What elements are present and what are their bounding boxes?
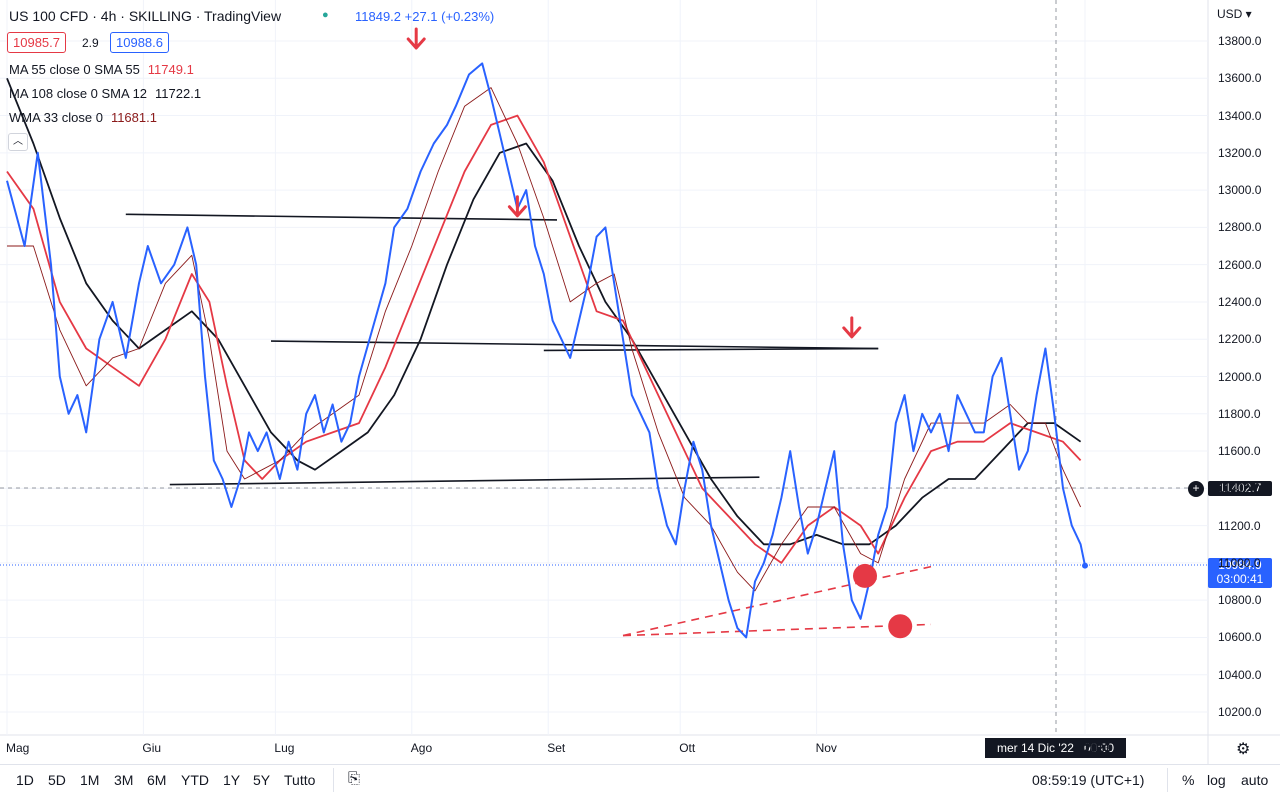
quote-change: 11849.2 +27.1 (+0.23%)	[355, 9, 495, 24]
tf-all[interactable]: Tutto	[284, 772, 316, 788]
y-tick-label: 12400.0	[1218, 294, 1262, 309]
y-tick-label: 13800.0	[1218, 34, 1262, 48]
add-alert-icon[interactable]: +	[1188, 481, 1204, 497]
x-tick-label: 2023	[1084, 741, 1111, 755]
auto-toggle[interactable]: auto	[1241, 772, 1269, 788]
down-arrow-icon[interactable]	[842, 316, 862, 339]
y-tick-label: 10200.0	[1218, 705, 1262, 719]
y-tick-label: 11600.0	[1218, 444, 1261, 459]
y-tick-label: 11000.0	[1218, 555, 1261, 570]
annotation-markers	[406, 27, 913, 639]
grid	[0, 0, 1280, 764]
y-tick-label: 12000.0	[1218, 369, 1262, 384]
tf-ytd[interactable]: YTD	[181, 772, 209, 788]
y-tick-label: 11200.0	[1218, 518, 1261, 533]
x-tick-label: Ago	[410, 741, 433, 755]
indicator-ma108[interactable]: MA 108 close 0 SMA 12 11722.1	[9, 86, 201, 101]
x-tick-label: Mag	[6, 741, 30, 755]
toolbar-divider	[1167, 768, 1168, 792]
y-tick-label: 12800.0	[1218, 220, 1262, 235]
buy-price-button[interactable]: 10988.6	[110, 32, 169, 53]
indicator-value: 11681.1	[110, 110, 157, 125]
tf-3m[interactable]: 3M	[114, 772, 134, 788]
sell-price-button[interactable]: 10985.7	[7, 32, 66, 53]
series-price-line	[6, 62, 1086, 639]
market-open-dot-icon: ●	[322, 9, 329, 21]
dashed-trendline[interactable]	[622, 623, 932, 637]
last-price-value: 10984.9	[1218, 558, 1262, 572]
tf-6m[interactable]: 6M	[147, 772, 167, 788]
down-arrow-icon[interactable]	[507, 195, 527, 218]
y-tick-label: 10600.0	[1218, 630, 1262, 645]
series-ma108-line	[6, 77, 1082, 546]
date-range-icon[interactable]: ⎘	[348, 770, 361, 787]
y-tick-label: 13200.0	[1218, 145, 1262, 160]
x-tick-label: Set	[547, 741, 566, 755]
target-marker[interactable]	[888, 614, 913, 639]
tf-5d[interactable]: 5D	[48, 772, 66, 788]
y-tick-label: 13000.0	[1218, 183, 1262, 198]
indicator-label: WMA 33 close 0	[9, 110, 103, 125]
y-tick-label: 13600.0	[1218, 71, 1262, 86]
horizontal-level-line[interactable]	[270, 340, 879, 350]
percent-toggle[interactable]: %	[1182, 772, 1195, 788]
tf-1y[interactable]: 1Y	[223, 772, 241, 788]
y-tick-label: 12600.0	[1218, 257, 1262, 272]
clock[interactable]: 08:59:19 (UTC+1)	[1032, 772, 1145, 788]
horizontal-level-line[interactable]	[543, 347, 879, 352]
y-tick-label: 11400.0	[1218, 481, 1261, 496]
indicator-value: 11722.1	[155, 86, 202, 101]
indicator-ma55[interactable]: MA 55 close 0 SMA 55 11749.1	[9, 62, 194, 77]
horizontal-level-line[interactable]	[125, 213, 558, 221]
crosshair-price-label: 11402.7	[1208, 481, 1272, 496]
currency-select[interactable]: USD ▾	[1217, 7, 1252, 21]
series-wma-line	[7, 87, 1082, 592]
x-tick-label: Nov	[815, 741, 837, 755]
tf-1d[interactable]: 1D	[16, 772, 34, 788]
dashed-trendline[interactable]	[622, 565, 932, 637]
indicator-label: MA 108 close 0 SMA 12	[9, 86, 148, 101]
x-tick-label: Lug	[274, 741, 295, 755]
spread-value: 2.9	[82, 36, 99, 50]
collapse-legend-icon[interactable]: ︿	[8, 133, 28, 151]
last-price-tag: 10984.9 03:00:41	[1208, 558, 1272, 588]
down-arrow-icon[interactable]	[406, 27, 426, 50]
indicator-label: MA 55 close 0 SMA 55	[9, 62, 140, 77]
settings-gear-icon[interactable]: ⚙	[1236, 741, 1251, 758]
target-marker[interactable]	[853, 563, 877, 588]
bar-countdown: 03:00:41	[1216, 572, 1264, 586]
x-tick-label: Giu	[142, 741, 162, 755]
chart-title: US 100 CFD · 4h · SKILLING · TradingView	[9, 8, 282, 24]
tf-5y[interactable]: 5Y	[253, 772, 271, 788]
y-tick-label: 11800.0	[1218, 406, 1261, 421]
toolbar-divider	[333, 768, 334, 792]
last-price-dot	[1082, 562, 1088, 569]
indicator-value: 11749.1	[147, 62, 194, 77]
indicator-wma33[interactable]: WMA 33 close 0 11681.1	[9, 110, 157, 125]
annotation-lines	[125, 213, 932, 637]
y-tick-label: 10400.0	[1218, 667, 1262, 682]
y-tick-label: 12200.0	[1218, 332, 1262, 347]
series-lines	[6, 62, 1088, 639]
crosshair-date-label: mer 14 Dic '22 00:00	[985, 738, 1126, 758]
horizontal-level-line[interactable]	[169, 476, 760, 486]
series-ma55-line	[6, 114, 1082, 564]
y-tick-label: 13400.0	[1218, 108, 1262, 123]
tf-1m[interactable]: 1M	[80, 772, 100, 788]
x-tick-label: Ott	[679, 741, 696, 755]
log-toggle[interactable]: log	[1207, 772, 1226, 788]
y-tick-label: 10800.0	[1218, 593, 1262, 608]
bottom-separator	[0, 764, 1280, 765]
